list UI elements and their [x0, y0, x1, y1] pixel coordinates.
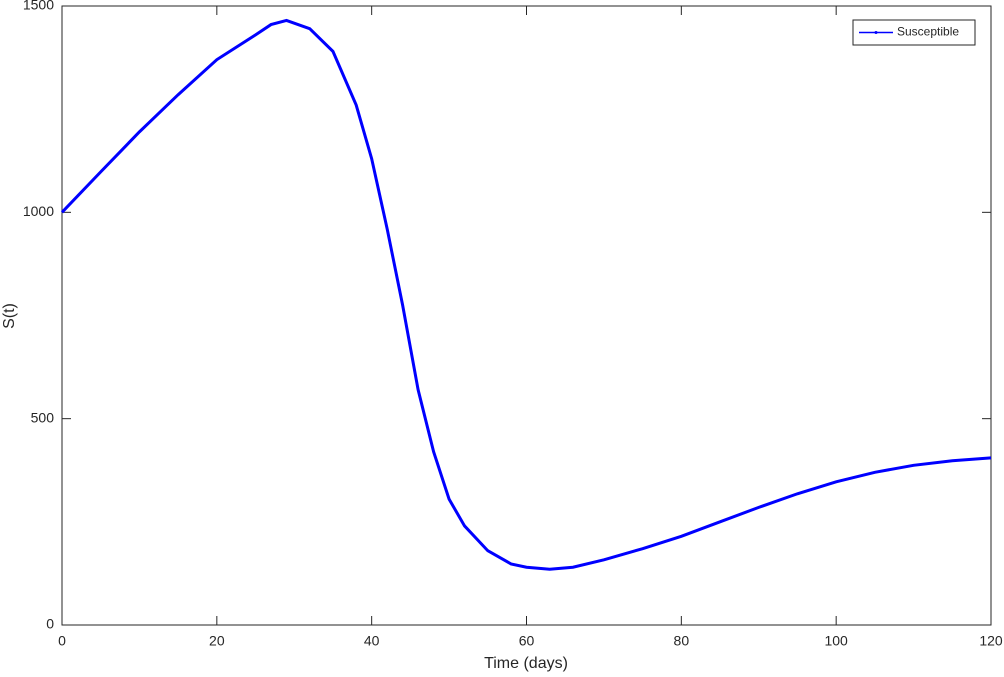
y-tick-label: 1500 — [23, 0, 54, 13]
legend-marker — [874, 31, 878, 34]
x-tick-label: 60 — [519, 633, 535, 649]
y-tick-label: 0 — [46, 616, 54, 632]
x-tick-label: 40 — [364, 633, 380, 649]
plot-area — [61, 5, 992, 626]
data-line — [60, 18, 992, 571]
x-tick-label: 100 — [824, 633, 848, 649]
x-tick-label: 20 — [209, 633, 225, 649]
y-tick-label: 1000 — [23, 203, 54, 219]
x-tick-label: 0 — [58, 633, 66, 649]
y-tick-label: 500 — [31, 409, 55, 425]
legend-label: Susceptible — [897, 25, 959, 39]
x-axis-label: Time (days) — [484, 655, 568, 672]
x-tick-label: 80 — [674, 633, 690, 649]
y-axis-label: S(t) — [1, 303, 18, 329]
x-tick-label: 120 — [979, 633, 1003, 649]
